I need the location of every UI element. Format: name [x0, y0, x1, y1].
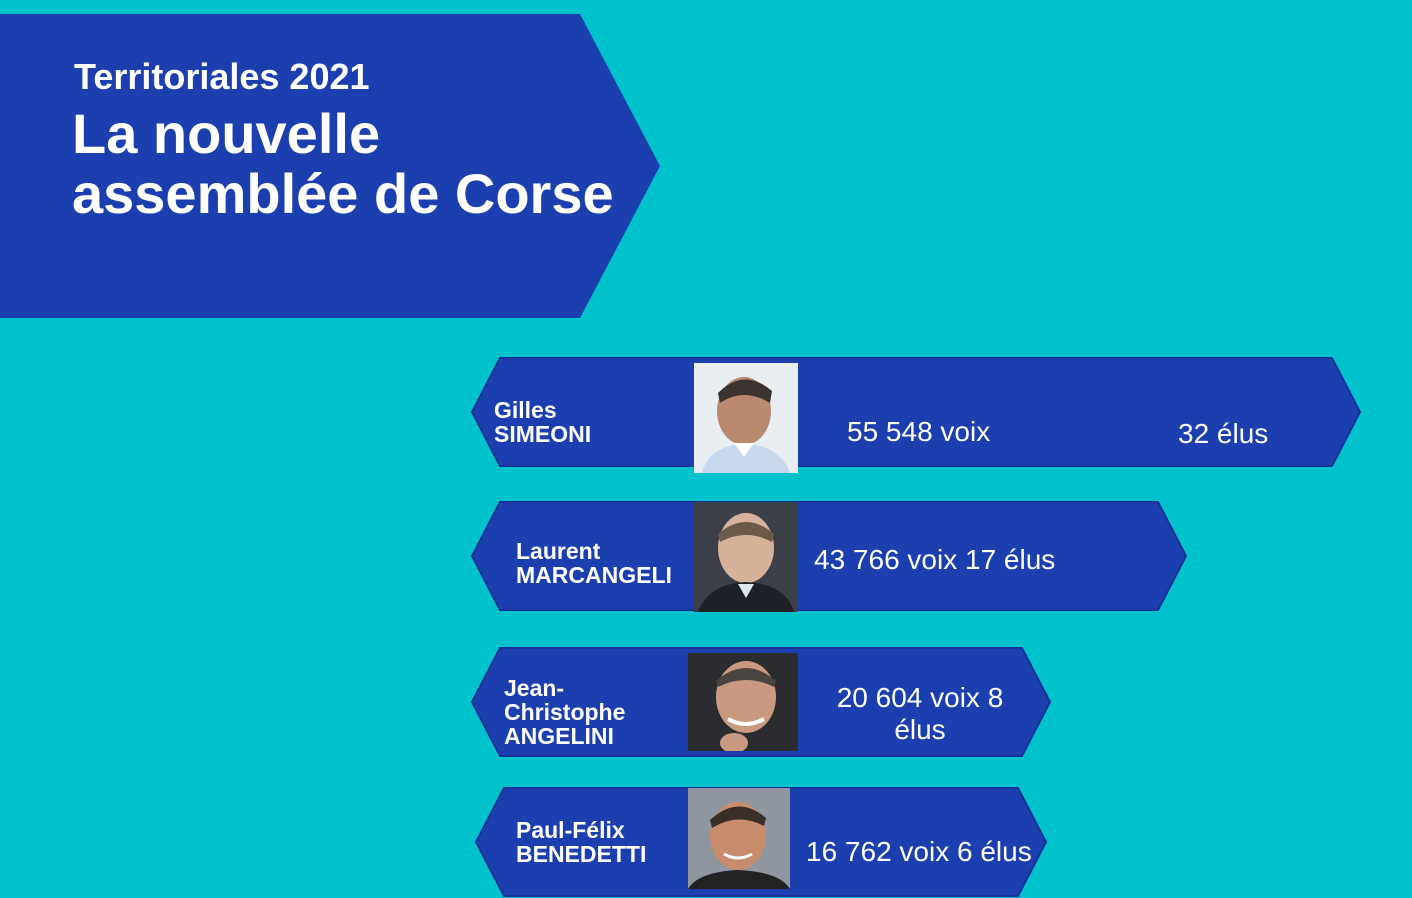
header-banner-shape: [0, 14, 660, 318]
votes-seats-line2: élus: [894, 714, 946, 745]
portrait-icon: [688, 788, 790, 889]
candidate-row-benedetti: Paul-Félix BENEDETTI 16 762 voix 6 élus: [474, 787, 1048, 898]
bar-simeoni: [470, 357, 1362, 467]
votes-seats-label: 16 762 voix 6 élus: [806, 836, 1032, 867]
votes-seats-line1: 20 604 voix 8: [836, 682, 1004, 713]
candidate-first-name: Gilles: [494, 397, 557, 423]
portrait-icon: [694, 363, 798, 473]
candidate-last-name: BENEDETTI: [516, 841, 647, 867]
portrait-icon: [694, 502, 798, 612]
votes-seats-label: 43 766 voix 17 élus: [814, 544, 1056, 575]
candidate-last-name: MARCANGELI: [516, 562, 672, 588]
candidate-first-name: Laurent: [516, 538, 601, 564]
candidate-first-name-line2: Christophe: [504, 699, 626, 725]
portrait-icon: [688, 653, 798, 751]
candidate-last-name: ANGELINI: [504, 723, 614, 749]
header-kicker: Territoriales 2021: [74, 56, 370, 97]
candidate-name: Paul-Félix BENEDETTI: [516, 818, 646, 866]
candidate-name: Laurent MARCANGELI: [516, 539, 672, 587]
candidate-name: Jean- Christophe ANGELINI: [504, 676, 625, 748]
bar-shape-marcangeli: [470, 501, 1188, 611]
votes-seats-label: 20 604 voix 8 élus: [832, 682, 1008, 746]
candidate-row-angelini: Jean- Christophe ANGELINI 20 604 voix 8 …: [470, 647, 1052, 758]
votes-label: 55 548 voix: [847, 416, 991, 447]
header-title: La nouvelle assemblée de Corse: [72, 104, 614, 224]
header-banner: Territoriales 2021 La nouvelle assemblée…: [0, 14, 662, 318]
candidate-name: Gilles SIMEONI: [494, 398, 591, 446]
seats-label: 32 élus: [1178, 418, 1269, 449]
header-title-line1: La nouvelle: [72, 102, 381, 165]
candidate-last-name: SIMEONI: [494, 421, 592, 447]
candidate-first-name: Jean-: [504, 675, 565, 701]
candidate-row-simeoni: Gilles SIMEONI 55 548 voix 32 élus: [470, 357, 1362, 473]
candidate-first-name: Paul-Félix: [516, 817, 625, 843]
candidate-row-marcangeli: Laurent MARCANGELI 43 766 voix 17 élus: [470, 501, 1188, 612]
bar-marcangeli: [470, 501, 1188, 611]
header-title-line2: assemblée de Corse: [72, 162, 614, 225]
